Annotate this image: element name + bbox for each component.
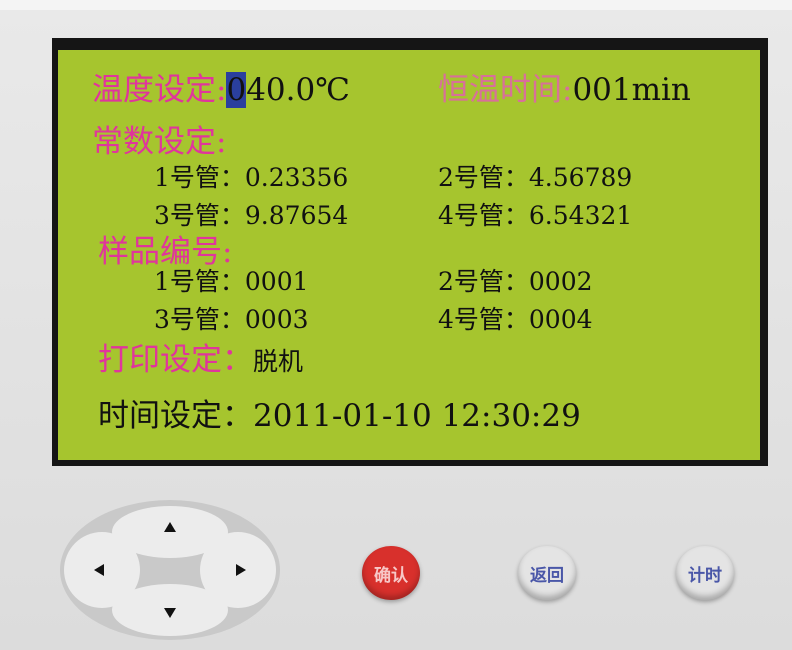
clock-row: 时间设定：2011-01-10 12:30:29 [98,390,581,435]
tube-entry: 3号管：0003 [154,300,309,336]
tube-entry: 1号管：0.23356 [154,158,348,194]
lcd-screen: 温度设定:040.0℃ 恒温时间:001min 常数设定: 样品编号: 打印设定… [58,50,760,460]
value: 2011-01-10 12:30:29 [253,398,581,434]
value: 001min [572,72,690,108]
tube-entry: 4号管：0004 [438,300,593,336]
label: 时间设定： [98,398,253,434]
tube-label: 4号管： [438,305,529,334]
dpad [60,500,280,640]
tube-entry: 1号管：0001 [154,262,309,298]
label: 温度设定: [92,72,226,108]
temperature-row: 温度设定:040.0℃ [92,64,350,109]
cursor-digit: 0 [226,72,246,108]
tube-label: 2号管： [438,163,529,192]
value: 脱机 [253,347,303,376]
tube-label: 1号管： [154,163,245,192]
tube-entry: 3号管：9.87654 [154,196,348,232]
tube-entry: 4号管：6.54321 [438,196,632,232]
timer-button[interactable]: 计时 [676,546,734,600]
hold-time-row: 恒温时间:001min [438,64,691,109]
tube-value: 0002 [529,267,593,296]
label: 打印设定： [98,342,253,378]
label: 恒温时间: [438,72,572,108]
tube-label: 3号管： [154,201,245,230]
tube-entry: 2号管：4.56789 [438,158,632,194]
tube-value: 0.23356 [245,163,348,192]
tube-label: 3号管： [154,305,245,334]
tube-entry: 2号管：0002 [438,262,593,298]
print-row: 打印设定：脱机 [98,334,303,379]
tube-value: 0001 [245,267,309,296]
tube-value: 9.87654 [245,201,348,230]
tube-label: 4号管： [438,201,529,230]
confirm-button[interactable]: 确认 [362,546,420,600]
tube-value: 0003 [245,305,309,334]
tube-value: 6.54321 [529,201,632,230]
value: 40.0℃ [246,72,350,108]
tube-value: 4.56789 [529,163,632,192]
back-button[interactable]: 返回 [518,546,576,600]
tube-value: 0004 [529,305,593,334]
tube-label: 2号管： [438,267,529,296]
section-label: 常数设定: [92,116,226,161]
tube-label: 1号管： [154,267,245,296]
page: {"screen": { "temperature": {"label": "温… [0,0,792,650]
